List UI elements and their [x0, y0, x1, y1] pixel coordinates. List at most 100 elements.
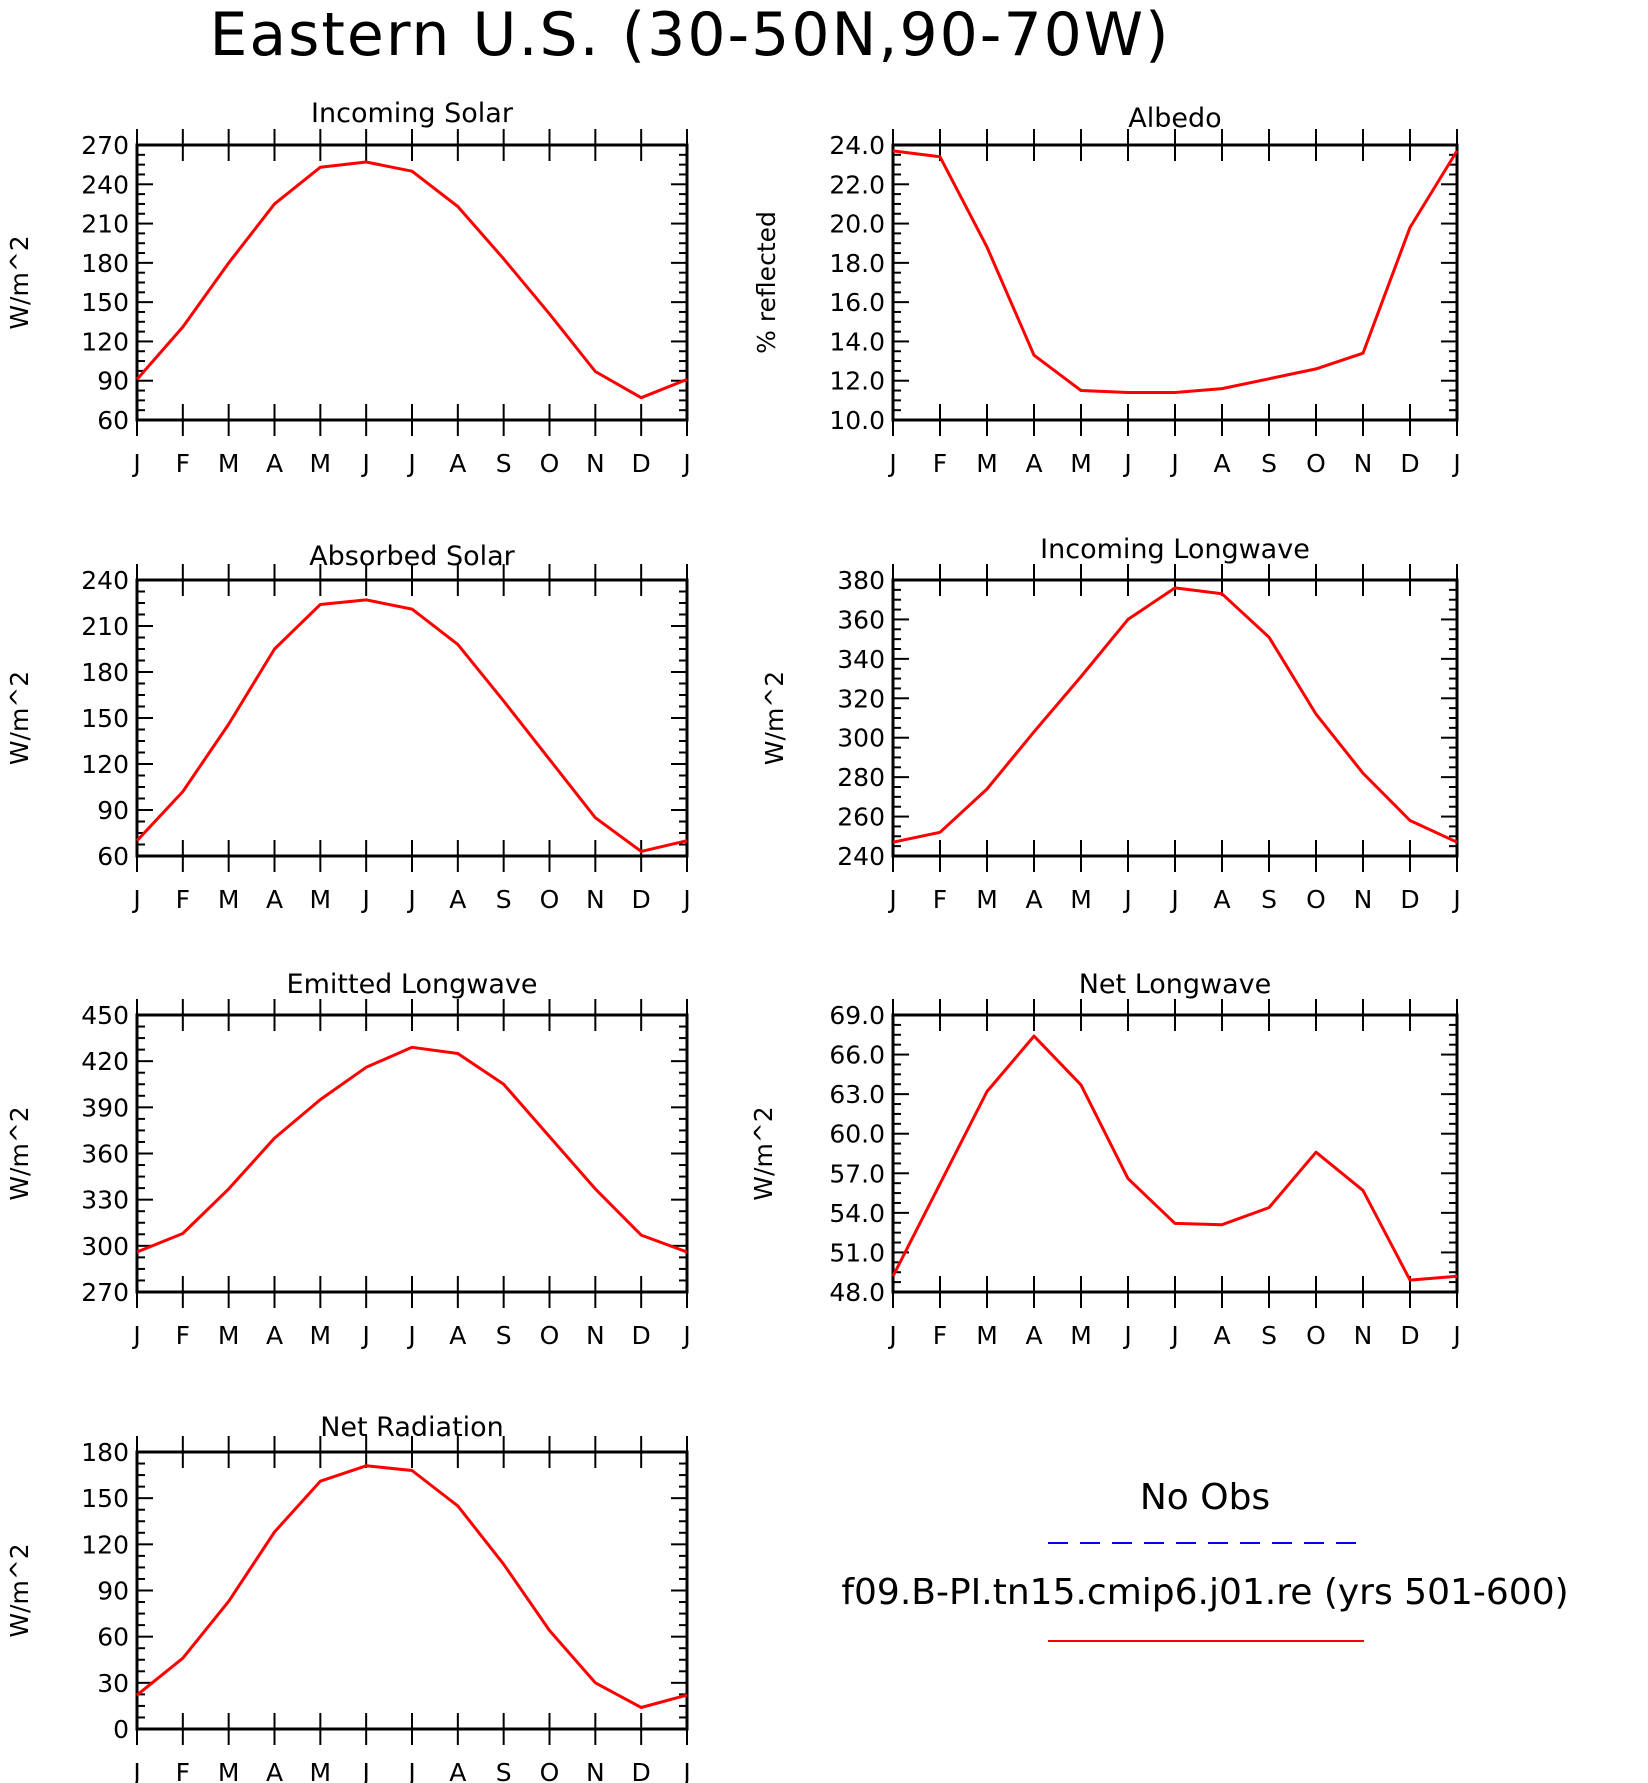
- plot-frame: [891, 143, 1459, 422]
- y-tick-label: 60: [97, 842, 129, 871]
- series-line: [135, 598, 688, 853]
- y-tick-label: 30: [97, 1669, 129, 1698]
- plot-frame: [891, 578, 1459, 858]
- y-tick-label: 420: [81, 1047, 129, 1076]
- x-tick-label: M: [1070, 449, 1092, 478]
- y-axis-label: W/m^2: [760, 671, 789, 765]
- x-tick-label: F: [176, 1758, 190, 1783]
- y-tick-label: 60: [97, 1623, 129, 1652]
- x-tick-label: M: [310, 449, 332, 478]
- x-tick-label: J: [887, 885, 896, 914]
- panel-1: Incoming Solar W/m^2 60 90 120 150 180 210 240 27…: [5, 98, 691, 478]
- x-tick-label: S: [1261, 1321, 1277, 1350]
- x-tick-label: D: [1400, 449, 1419, 478]
- panels: Incoming Solar W/m^2 60 90 120 150 180 210 240 27…: [5, 98, 1461, 1783]
- x-tick-label: A: [1025, 449, 1042, 478]
- x-tick-label: S: [496, 449, 512, 478]
- figure-title: Eastern U.S. (30-50N,90-70W): [209, 0, 1170, 70]
- x-tick-label: F: [176, 885, 190, 914]
- y-tick-label: 90: [97, 367, 129, 396]
- y-tick-label: 14.0: [829, 327, 885, 356]
- series-line: [136, 1045, 688, 1254]
- x-tick-label: O: [540, 1758, 560, 1783]
- y-tick-label: 330: [81, 1186, 129, 1215]
- series-line: [136, 1464, 688, 1709]
- x-tick-label: S: [496, 885, 512, 914]
- panel-4: Incoming Longwave W/m^2 240 260 280 300 320 340…: [760, 534, 1461, 914]
- y-axis-label: W/m^2: [5, 1106, 34, 1200]
- x-tick-label: F: [933, 885, 947, 914]
- y-tick-label: 120: [81, 1530, 129, 1559]
- x-tick-label: S: [1261, 449, 1277, 478]
- x-tick-label: J: [887, 1321, 896, 1350]
- x-tick-label: F: [933, 1321, 947, 1350]
- x-tick-label: A: [449, 885, 466, 914]
- y-axis-label: W/m^2: [5, 235, 34, 329]
- x-tick-label: A: [1213, 885, 1230, 914]
- y-tick-label: 280: [837, 763, 885, 792]
- legend-obs-label: No Obs: [1140, 1477, 1270, 1518]
- plot-frame: [135, 143, 689, 422]
- x-tick-label: O: [540, 449, 560, 478]
- y-axis-label: % reflected: [752, 211, 781, 354]
- x-tick-label: D: [1400, 1321, 1419, 1350]
- y-tick-label: 390: [81, 1093, 129, 1122]
- x-tick-label: J: [1122, 885, 1131, 914]
- x-tick-label: A: [1213, 449, 1230, 478]
- x-tick-label: M: [310, 1758, 332, 1783]
- y-tick-label: 90: [97, 796, 129, 825]
- y-tick-label: 270: [81, 1278, 129, 1307]
- y-tick-label: 60.0: [829, 1120, 885, 1149]
- x-tick-label: J: [681, 449, 690, 478]
- series-line: [135, 160, 688, 400]
- y-tick-label: 150: [81, 288, 129, 317]
- x-tick-label: J: [406, 1321, 415, 1350]
- panel-title: Incoming Longwave: [1040, 534, 1310, 565]
- x-tick-label: J: [681, 1321, 690, 1350]
- x-tick-label: J: [681, 885, 690, 914]
- x-tick-label: D: [632, 1758, 651, 1783]
- x-tick-label: J: [681, 1758, 690, 1783]
- x-tick-label: J: [360, 1321, 369, 1350]
- x-tick-label: M: [1070, 885, 1092, 914]
- x-tick-label: D: [632, 449, 651, 478]
- y-tick-label: 150: [81, 704, 129, 733]
- x-tick-label: J: [1451, 885, 1460, 914]
- x-tick-label: J: [1169, 885, 1178, 914]
- plot-frame: [135, 1013, 689, 1294]
- x-tick-label: J: [887, 449, 896, 478]
- x-tick-label: A: [1213, 1321, 1230, 1350]
- y-tick-label: 60: [97, 406, 129, 435]
- y-tick-label: 340: [837, 645, 885, 674]
- x-tick-label: M: [310, 1321, 332, 1350]
- panel-5: Emitted Longwave W/m^2 270 300 330 360 390 420 4…: [5, 969, 691, 1350]
- y-tick-label: 360: [837, 605, 885, 634]
- x-tick-label: A: [266, 1321, 283, 1350]
- y-tick-label: 54.0: [829, 1199, 885, 1228]
- y-tick-label: 24.0: [829, 131, 885, 160]
- panel-2: Albedo % reflected 10.0 12.0 14.0 16.0 18.0 20.…: [752, 103, 1461, 478]
- x-tick-label: N: [586, 449, 605, 478]
- y-tick-label: 450: [81, 1001, 129, 1030]
- y-tick-label: 18.0: [829, 249, 885, 278]
- y-tick-label: 51.0: [829, 1238, 885, 1267]
- x-tick-label: O: [1306, 1321, 1326, 1350]
- x-tick-label: J: [1122, 449, 1131, 478]
- series-line: [892, 586, 1458, 844]
- panel-title: Incoming Solar: [311, 98, 514, 129]
- y-tick-label: 0: [113, 1715, 129, 1744]
- y-tick-label: 180: [81, 1438, 129, 1467]
- x-tick-label: J: [131, 1758, 140, 1783]
- x-tick-label: A: [266, 449, 283, 478]
- x-tick-label: M: [976, 449, 998, 478]
- panel-title: Albedo: [1128, 103, 1221, 134]
- x-tick-label: J: [131, 449, 140, 478]
- x-tick-label: S: [496, 1758, 512, 1783]
- y-tick-label: 320: [837, 684, 885, 713]
- series-line: [891, 1034, 1458, 1282]
- x-tick-label: F: [933, 449, 947, 478]
- y-tick-label: 90: [97, 1577, 129, 1606]
- legend-model-label: f09.B-PI.tn15.cmip6.j01.re (yrs 501-600): [841, 1572, 1568, 1613]
